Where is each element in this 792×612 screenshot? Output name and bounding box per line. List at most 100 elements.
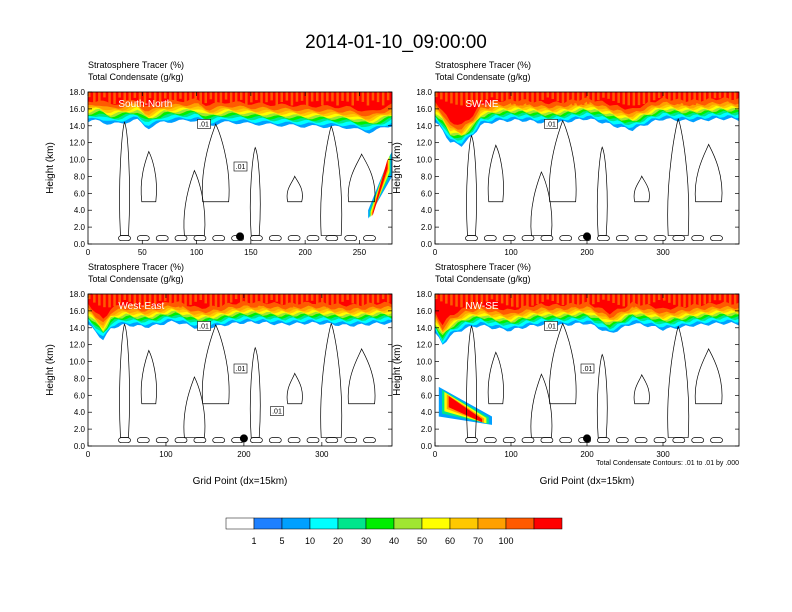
panel-name: SW-NE: [465, 99, 498, 110]
condensate-contour: [347, 347, 376, 405]
contour-label: .01: [544, 119, 558, 129]
panel-title-condensate: Total Condensate (g/kg): [435, 72, 531, 82]
tracer-streak: [265, 294, 268, 304]
tracer-streak: [285, 92, 289, 101]
condensate-contour: [201, 324, 230, 405]
tracer-streak: [480, 92, 484, 102]
y-tick-label: 0.0: [421, 442, 433, 451]
colorbar-swatch: [393, 517, 423, 530]
tracer-streak: [143, 294, 147, 308]
panel-name: NW-SE: [465, 301, 498, 312]
panel-sw-ne: Stratosphere Tracer (%) Total Condensate …: [392, 60, 740, 257]
contour-note: Total Condensate Contours: .01 to .01 by…: [596, 460, 739, 467]
tracer-streak: [733, 294, 737, 307]
tracer-streak: [361, 92, 365, 102]
location-marker: [236, 232, 244, 241]
condensate-contour: [521, 437, 535, 444]
tracer-streak: [470, 92, 473, 105]
location-marker: [583, 232, 591, 241]
contour-label-text: .01: [236, 366, 246, 373]
contour-label: .01: [580, 363, 595, 374]
condensate-contour: [530, 171, 553, 236]
tracer-streak: [174, 92, 177, 104]
tracer-streak: [148, 294, 152, 307]
tracer-streak: [445, 92, 448, 102]
condensate-contour: [363, 437, 376, 444]
condensate-contour: [155, 437, 169, 444]
tracer-streak: [713, 294, 717, 301]
tracer-streak: [356, 92, 359, 101]
x-tick-label: 300: [315, 450, 329, 459]
tracer-streak: [356, 294, 359, 306]
tracer-streak: [341, 92, 344, 101]
y-tick-label: 16.0: [69, 105, 85, 114]
condensate-contour: [118, 437, 131, 444]
tracer-streak: [240, 92, 243, 100]
contour-label-text: .01: [272, 409, 282, 416]
tracer-streak: [346, 294, 349, 300]
contour-label: .01: [197, 119, 211, 129]
tracer-streak: [597, 294, 600, 303]
tracer-streak: [153, 294, 157, 305]
tracer-streak: [240, 294, 243, 303]
tracer-streak: [260, 294, 263, 307]
tracer-streak: [219, 294, 223, 308]
condensate-contour: [325, 437, 339, 444]
tracer-field: [88, 294, 392, 341]
tracer-streak: [728, 294, 732, 305]
tracer-streak: [728, 92, 732, 103]
contour-label-text: .01: [546, 121, 556, 128]
tracer-streak: [465, 294, 468, 308]
tracer-streak: [316, 92, 319, 102]
y-tick-label: 6.0: [421, 391, 433, 400]
tracer-streak: [516, 92, 519, 106]
contour-label-text: .01: [199, 121, 209, 128]
condensate-contour: [344, 235, 358, 242]
condensate-contour: [155, 235, 169, 242]
tracer-streak: [93, 294, 96, 303]
tracer-streak: [164, 92, 167, 99]
tracer-streak: [194, 92, 197, 99]
tracer-streak: [260, 92, 263, 106]
y-tick-label: 4.0: [74, 408, 86, 417]
condensate-contour: [140, 349, 157, 405]
colorbar-swatch: [533, 517, 563, 530]
condensate-contour: [306, 235, 320, 242]
condensate-contour: [634, 437, 648, 444]
condensate-contour: [540, 235, 554, 242]
tracer-streak: [592, 92, 595, 103]
condensate-contour: [286, 372, 303, 405]
tracer-streak: [310, 92, 314, 102]
condensate-contour: [530, 373, 553, 438]
tracer-streak: [123, 294, 126, 300]
condensate-contour: [487, 351, 504, 405]
tracer-streak: [642, 294, 646, 306]
tracer-streak: [688, 92, 691, 106]
tracer-streak: [460, 294, 463, 308]
tracer-streak: [229, 92, 233, 106]
tracer-streak: [194, 294, 197, 302]
tracer-streak: [663, 92, 666, 99]
y-tick-label: 2.0: [421, 425, 433, 434]
condensate-contour: [465, 437, 478, 444]
tracer-intrusion: [448, 396, 483, 423]
colorbar-label: 30: [361, 536, 371, 546]
tracer-streak: [280, 92, 283, 102]
condensate-contour: [250, 437, 263, 444]
y-tick-label: 2.0: [74, 425, 86, 434]
tracer-streak: [536, 92, 539, 102]
tracer-streak: [113, 294, 116, 307]
panel-title-condensate: Total Condensate (g/kg): [88, 274, 184, 284]
x-tick-label: 50: [138, 248, 147, 257]
tracer-streak: [455, 294, 458, 307]
tracer-streak: [652, 294, 656, 303]
tracer-streak: [597, 92, 600, 101]
tracer-streak: [521, 294, 524, 308]
panel-nw-se: Stratosphere Tracer (%) Total Condensate …: [392, 262, 740, 487]
condensate-contour: [615, 437, 629, 444]
tracer-streak: [607, 92, 610, 99]
x-tick-label: 100: [504, 248, 518, 257]
condensate-contour: [119, 121, 130, 236]
y-tick-label: 16.0: [416, 307, 432, 316]
